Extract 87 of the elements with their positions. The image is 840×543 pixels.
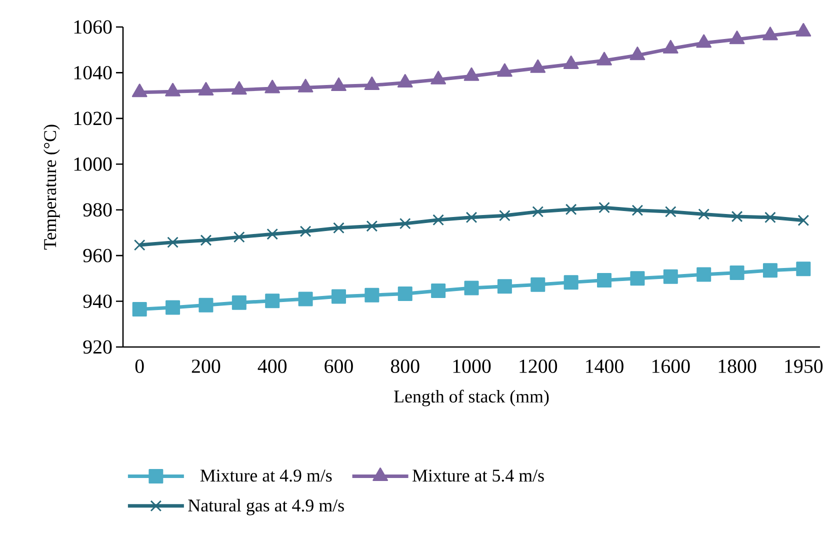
point	[632, 204, 644, 216]
point	[264, 80, 280, 94]
point	[729, 30, 745, 44]
point	[432, 214, 444, 226]
point	[298, 78, 314, 92]
point	[532, 206, 544, 218]
point	[167, 236, 178, 248]
point	[132, 302, 147, 317]
point	[762, 26, 778, 40]
x-tick-label: 1000	[453, 360, 491, 373]
point	[796, 262, 811, 276]
point	[730, 265, 744, 280]
point	[265, 294, 280, 308]
point	[233, 231, 245, 243]
x-tick-label: 800	[390, 360, 420, 373]
y-tick-label: 960	[83, 248, 112, 262]
point	[165, 82, 180, 96]
point	[331, 289, 346, 304]
point	[200, 234, 212, 246]
x-tick-label: 1800	[718, 360, 756, 373]
x-tick-label: 1400	[586, 360, 624, 373]
point	[565, 204, 577, 216]
point	[464, 280, 479, 296]
point	[364, 76, 380, 90]
point	[664, 206, 676, 218]
legend-label: Mixture at 5.4 m/s	[412, 470, 544, 482]
point	[597, 273, 612, 288]
point	[464, 67, 480, 81]
x-tick-label: 200	[192, 360, 220, 373]
point	[796, 23, 812, 37]
point	[430, 70, 446, 84]
point	[696, 267, 712, 282]
point	[731, 210, 743, 222]
point	[530, 277, 546, 292]
point	[166, 300, 180, 315]
point	[366, 220, 378, 232]
point	[563, 56, 579, 70]
y-tick-label: 920	[83, 340, 112, 354]
point	[596, 52, 612, 66]
point	[630, 46, 646, 60]
y-tick-label: 980	[83, 203, 112, 217]
point	[798, 214, 810, 226]
point	[298, 292, 313, 306]
point	[663, 269, 678, 284]
y-tick-label: 1000	[74, 157, 112, 171]
point	[333, 222, 344, 234]
point	[399, 218, 411, 230]
y-tick-label: 1040	[74, 66, 112, 80]
y-tick-label: 1020	[74, 112, 112, 126]
legend-label: Natural gas at 4.9 m/s	[188, 498, 344, 516]
point	[698, 208, 710, 220]
x-tick-label: 600	[324, 360, 353, 373]
point	[564, 275, 578, 290]
point	[497, 63, 512, 77]
point	[662, 40, 678, 54]
y-axis-title: Temperature (°C)	[44, 124, 60, 250]
point	[266, 228, 278, 240]
y-tick-label: 1060	[74, 20, 112, 34]
x-tick-label: 400	[258, 360, 287, 373]
point	[762, 263, 778, 278]
point	[431, 284, 446, 298]
point	[331, 77, 346, 91]
point	[198, 82, 214, 96]
x-tick-label: 1950	[785, 360, 823, 373]
point	[598, 202, 610, 214]
point	[696, 34, 712, 48]
point	[630, 271, 645, 286]
point	[398, 286, 412, 301]
x-tick-label: 0	[135, 360, 144, 373]
point	[764, 212, 776, 224]
point	[397, 74, 413, 88]
point	[364, 288, 380, 302]
point	[231, 81, 247, 95]
point	[134, 239, 146, 251]
point	[300, 226, 312, 238]
legend-label: Mixture at 4.9 m/s	[200, 470, 332, 482]
point	[497, 279, 512, 294]
x-tick-label: 1600	[652, 360, 690, 373]
x-tick-label: 1200	[520, 360, 558, 373]
point	[132, 84, 148, 98]
y-tick-label: 940	[83, 294, 112, 308]
x-axis-title: Length of stack (mm)	[394, 390, 549, 406]
point	[530, 59, 546, 73]
point	[198, 298, 214, 312]
point	[498, 210, 510, 222]
point	[232, 295, 246, 310]
point	[466, 212, 478, 224]
